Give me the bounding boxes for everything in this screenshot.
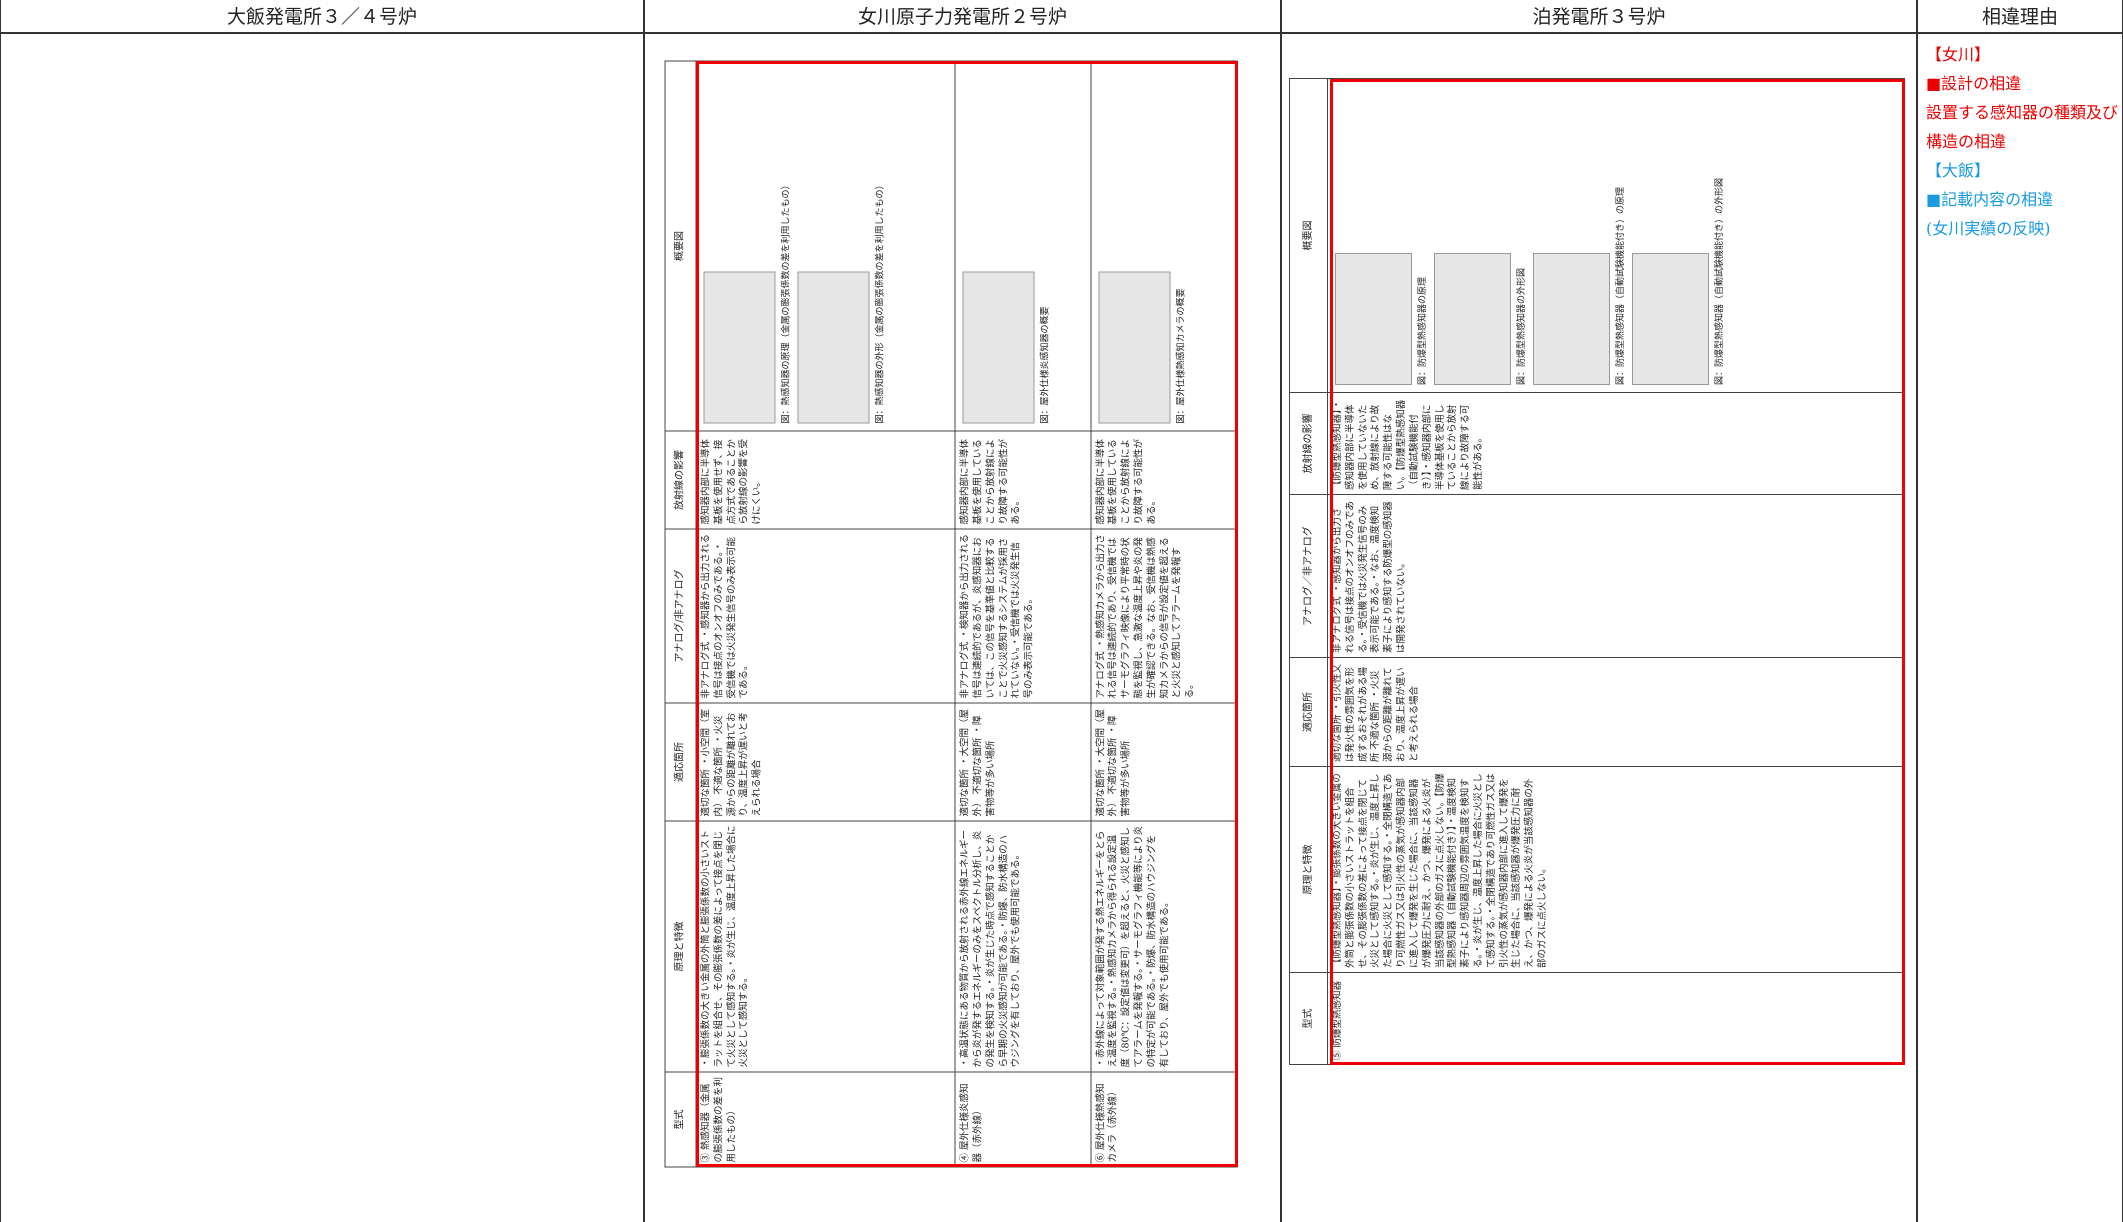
column-header: 相違理由	[1918, 0, 2122, 34]
figure-caption: 図：防爆型熱感知器（自動試験機能付き）の外形図	[1715, 177, 1726, 385]
table: 型式 原理と特徴 適応箇所 アナログ/非アナログ 放射線の影響 概要図 ③ 熱感知器（金属の…	[665, 61, 1238, 1168]
reason-line: (女川実績の反映)	[1926, 219, 2051, 238]
column-header: 泊発電所３号炉	[1282, 0, 1916, 34]
table: 型式 原理と特徴 適応箇所 アナログ／非アナログ 放射線の影響 概要図 ⑤ 防爆型熱感知器【…	[1289, 78, 1905, 1065]
table-header: 原理と特徴	[1289, 766, 1328, 973]
table-header: アナログ/非アナログ	[665, 529, 696, 703]
cell-type: ⑤ 防爆型熱感知器	[1327, 972, 1905, 1065]
figure-caption: 図：防爆型熱感知器の原理	[1418, 276, 1428, 385]
cell-principle: ・高温状態にある物質から放射される赤外線エネルギーから炎が発するエネルギーのみを…	[955, 821, 1091, 1072]
reason-line: ■記載内容の相違	[1926, 190, 2054, 209]
cell-location: 適切な箇所 ・引火性又は発火性の雰囲気を形成するおそれがある場所 不適な箇所 ・…	[1327, 657, 1905, 767]
table-header: 型式	[665, 1072, 696, 1167]
reason-text: 【女川】 ■設計の相違設置する感知器の種類及び構造の相違【大飯】 ■記載内容の相違 (…	[1926, 40, 2118, 243]
cell-type: ③ 熱感知器（金属の膨張係数の差を利用したもの）	[696, 1072, 956, 1167]
table-header: 放射線の影響	[665, 431, 696, 529]
table-header: 適応箇所	[1289, 657, 1328, 767]
figure-caption: 図：熱感知器の原理（金属の膨張係数の差を利用したもの）	[781, 180, 792, 424]
column-header: 大飯発電所３／４号炉	[1, 0, 643, 34]
figure-image	[703, 271, 776, 424]
figure-image	[1335, 253, 1412, 385]
reason-line: 設置する感知器の種類及び構造の相違	[1926, 103, 2119, 151]
cell-type: ④ 屋外仕様炎感知器（赤外線）	[955, 1072, 1091, 1167]
table-header: 型式	[1289, 972, 1328, 1065]
cell-figure: 図：屋外仕様熱感知カメラの概要	[1090, 61, 1237, 431]
reason-line: ■設計の相違	[1926, 74, 2022, 93]
cell-radiation: 感知器内部に半導体基板を使用せず、接点方式であることから放射線の影響を受けにくい…	[696, 431, 956, 529]
table-header: 放射線の影響	[1289, 392, 1328, 495]
cell-radiation: 感知器内部に半導体基板を使用していることから放射線により故障する可能性がある。	[955, 431, 1091, 529]
table-header: 原理と特徴	[665, 821, 696, 1072]
cell-principle: ・膨張係数の大きい金属の外筒と膨張係数の小さいストラットを組合せ、その膨張係数の…	[696, 821, 956, 1072]
table-header: 適応箇所	[665, 703, 696, 821]
cell-principle: ・赤外線によって対象範囲が発する熱エネルギーをとらえ温度を監視する。・熱感知カメ…	[1090, 821, 1237, 1072]
figure-caption: 図：防爆型熱感知器の外形図	[1517, 267, 1528, 385]
cell-radiation: 感知器内部に半導体基板を使用していることから放射線により故障する可能性がある。	[1090, 431, 1237, 529]
reason-line: 【女川】	[1926, 45, 1991, 64]
figure-image	[1098, 271, 1171, 424]
cell-figure: 図：屋外仕様炎感知器の概要	[955, 61, 1091, 431]
cell-principle: 【防爆型熱感知器】・膨張係数の大きい金属の外筒と膨張係数の小さいストラットを組合…	[1327, 766, 1905, 973]
table-row: ③ 熱感知器（金属の膨張係数の差を利用したもの） ・膨張係数の大きい金属の外筒と膨…	[696, 61, 956, 1167]
cell-location: 適切な箇所 ・大空間（屋外） 不適切な箇所 ・障害物等が多い場所	[1090, 703, 1237, 821]
figure-image	[962, 271, 1035, 424]
tomari-table: 型式 原理と特徴 適応箇所 アナログ／非アナログ 放射線の影響 概要図 ⑤ 防爆型熱感知器【…	[1289, 78, 1905, 1065]
table-row: ④ 屋外仕様炎感知器（赤外線） ・高温状態にある物質から放射される赤外線エネルギー…	[955, 61, 1091, 1167]
cell-location: 適切な箇所 ・小空間（室内） 不適な箇所 ・火災源からの距離が離れており、温度上…	[696, 703, 956, 821]
cell-analog: アナログ式 ・熱感知カメラから出力される信号は連続的であり、受信機ではサーモグラ…	[1090, 529, 1237, 703]
figure-image	[1632, 253, 1710, 385]
cell-type: ⑥ 屋外仕様熱感知カメラ（赤外線）	[1090, 1072, 1237, 1167]
column-ohi: 大飯発電所３／４号炉	[0, 0, 643, 1222]
header-row: 型式 原理と特徴 適応箇所 アナログ／非アナログ 放射線の影響 概要図	[1289, 78, 1328, 1065]
cell-radiation: 【防爆型熱感知器】・感知器内部に半導体を使用していないため、放射線により故障する…	[1327, 392, 1905, 495]
column-tomari: 泊発電所３号炉	[1280, 0, 1916, 1222]
table-header: 概要図	[1289, 78, 1328, 393]
figure-caption: 図：屋外仕様炎感知器の概要	[1040, 306, 1051, 424]
table-row: ⑤ 防爆型熱感知器 【防爆型熱感知器】・膨張係数の大きい金属の外筒と膨張係数の小さ…	[1327, 78, 1905, 1065]
figure-image	[1434, 253, 1512, 385]
figure-image	[797, 271, 870, 424]
onagawa-table: 型式 原理と特徴 適応箇所 アナログ/非アナログ 放射線の影響 概要図 ③ 熱感知器（金属の…	[665, 61, 1238, 1168]
table-row: ⑥ 屋外仕様熱感知カメラ（赤外線） ・赤外線によって対象範囲が発する熱エネルギーを…	[1090, 61, 1237, 1167]
cell-analog: 非アナログ式 ・検知器から出力される信号は連続的であるが、炎感知器においては、こ…	[955, 529, 1091, 703]
table-header: 概要図	[665, 61, 696, 431]
column-onagawa: 女川原子力発電所２号炉	[643, 0, 1280, 1222]
figure-image	[1533, 253, 1611, 385]
table-header: アナログ／非アナログ	[1289, 494, 1328, 658]
cell-location: 適切な箇所 ・大空間（屋外） 不適切な箇所 ・障害物等が多い場所	[955, 703, 1091, 821]
header-row: 型式 原理と特徴 適応箇所 アナログ/非アナログ 放射線の影響 概要図	[665, 61, 696, 1167]
cell-figure: 図：防爆型熱感知器の原理 図：防爆型熱感知器の外形図 図：防爆型熱感知器（自動試験機…	[1327, 78, 1905, 393]
cell-analog: 非アナログ式 ・感知器から出力される信号は接点のオンオフのみである。・受信機では…	[696, 529, 956, 703]
reason-line: 【大飯】	[1926, 161, 1991, 180]
figure-caption: 図：熱感知器の外形（金属の膨張係数の差を利用したもの）	[875, 180, 886, 424]
figure-caption: 図：防爆型熱感知器（自動試験機能付き）の原理	[1616, 186, 1627, 385]
cell-analog: 非アナログ式 ・感知器から出力される信号は接点のオンオフのみである。・受信機では…	[1327, 494, 1905, 658]
column-header: 女川原子力発電所２号炉	[645, 0, 1280, 34]
figure-caption: 図：屋外仕様熱感知カメラの概要	[1176, 288, 1187, 424]
cell-figure: 図：熱感知器の原理（金属の膨張係数の差を利用したもの） 図：熱感知器の外形（金属の…	[696, 61, 956, 431]
